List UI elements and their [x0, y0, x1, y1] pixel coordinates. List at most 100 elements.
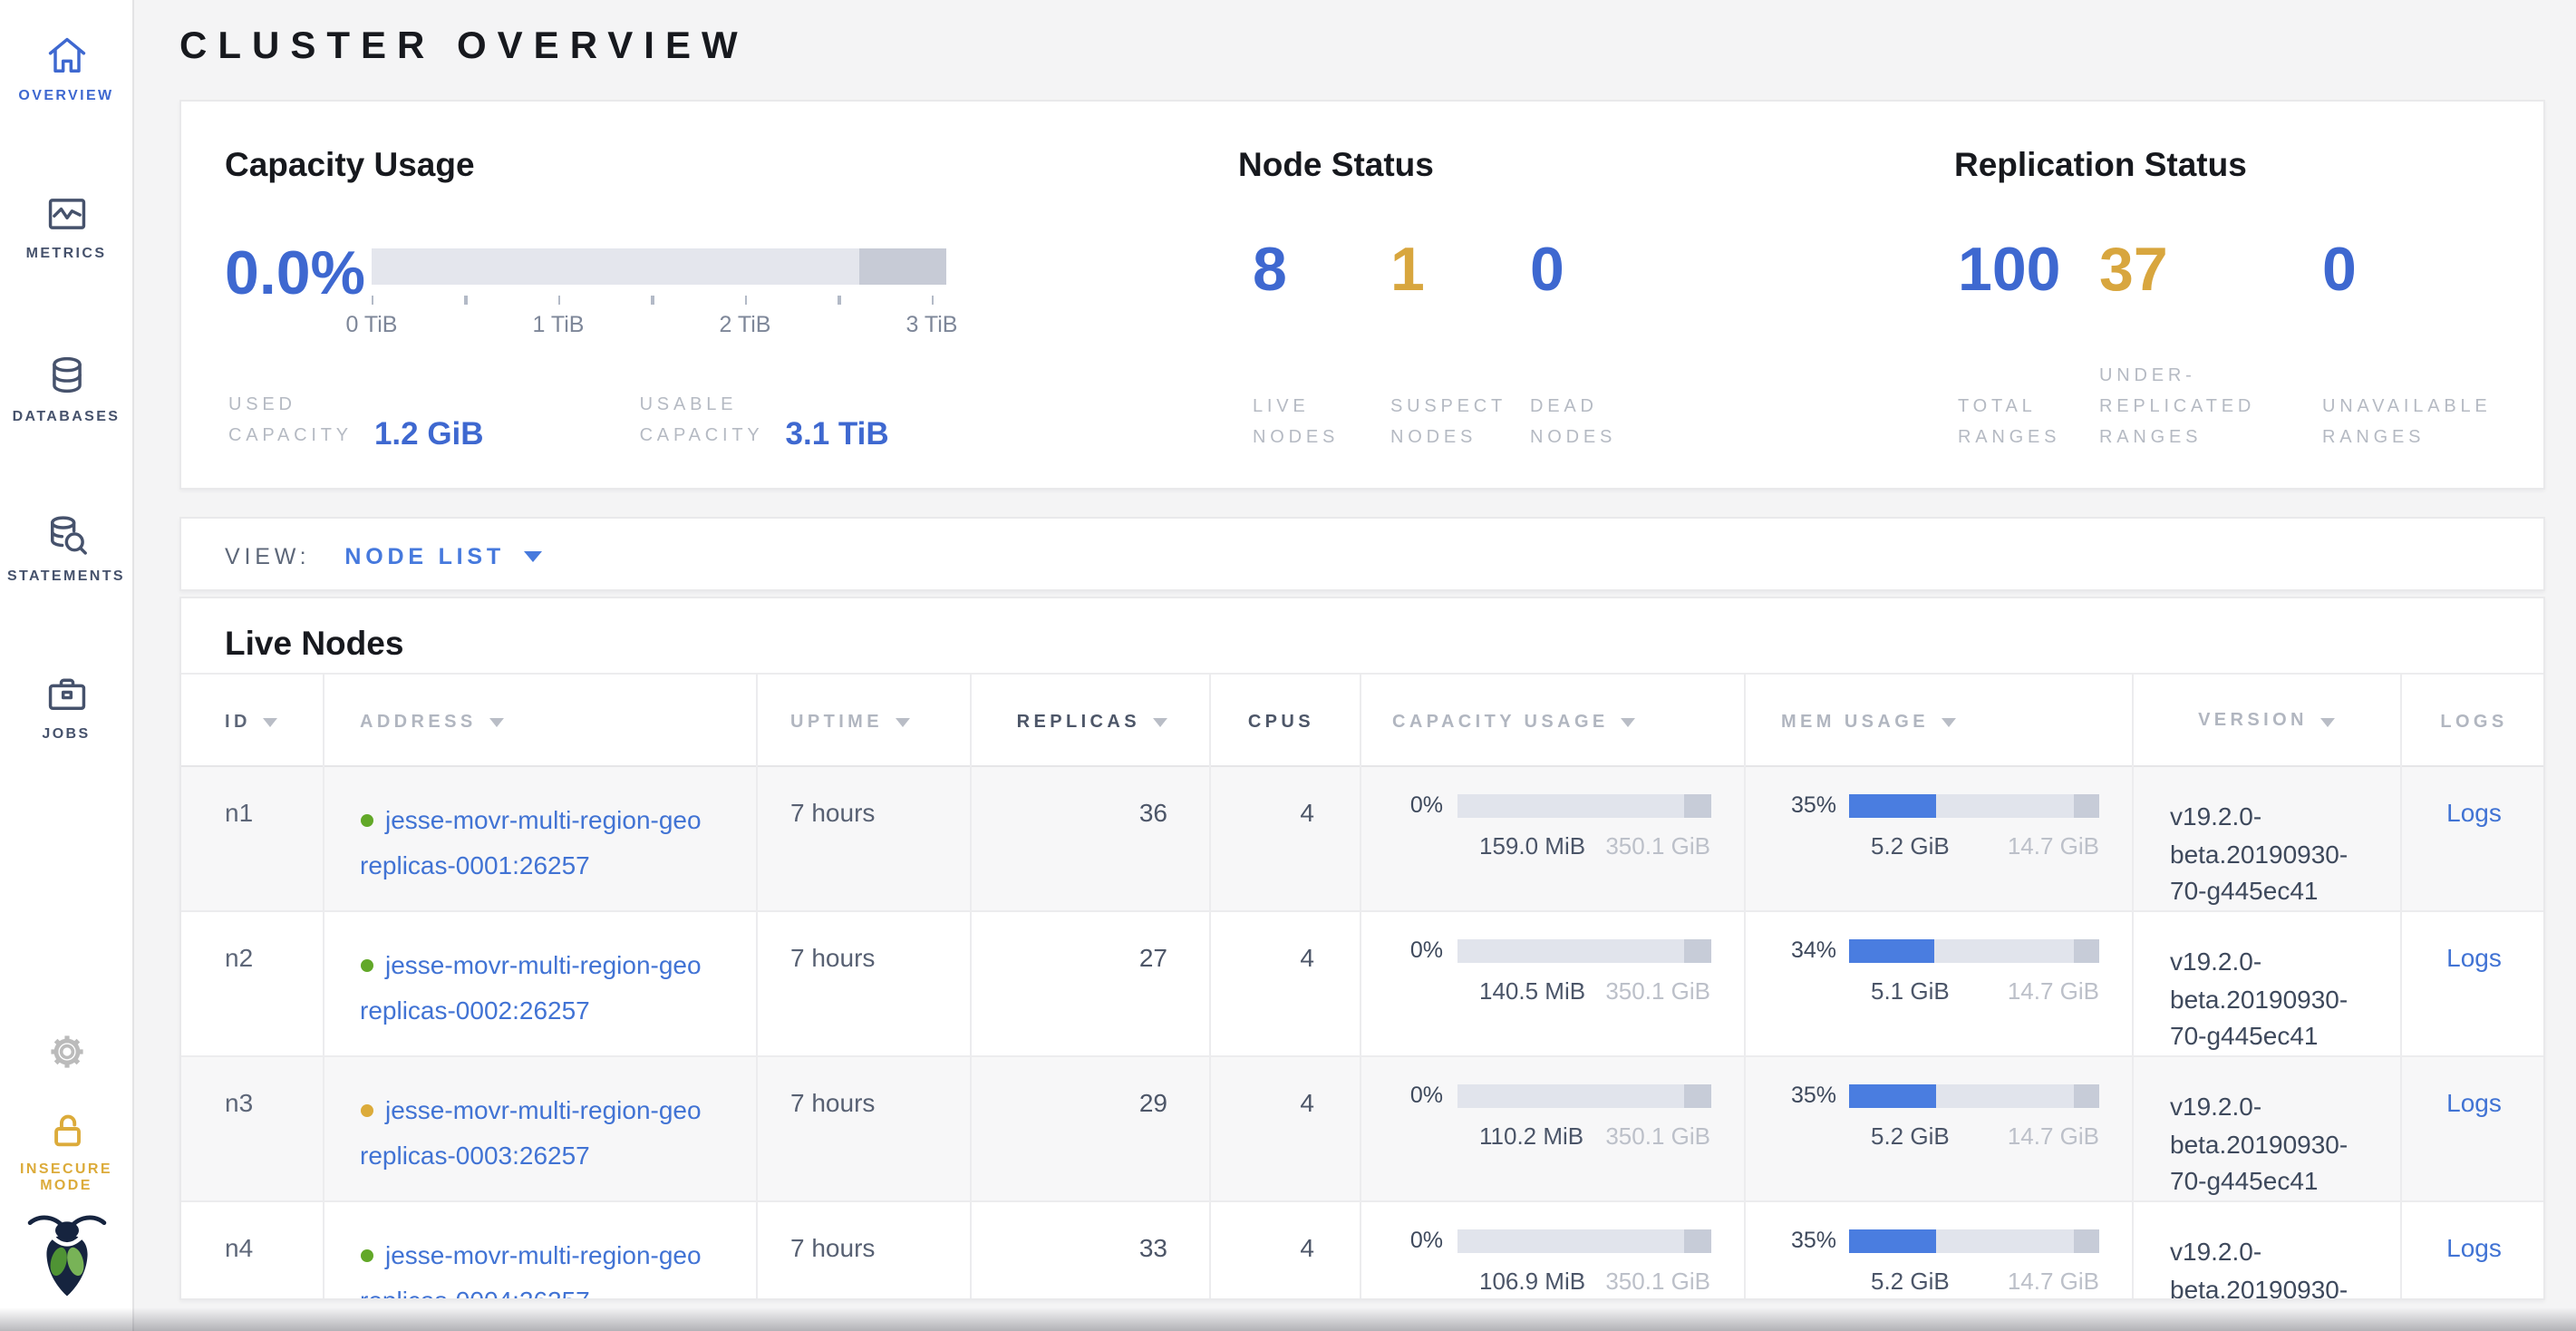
logs-link[interactable]: Logs [2446, 1233, 2502, 1262]
under-replicated-count: 37 [2099, 236, 2168, 305]
node-address-link[interactable]: jesse-movr-multi-region-geo replicas-000… [360, 1095, 702, 1169]
column-header-address[interactable]: ADDRESS [324, 675, 758, 769]
node-status-dot [360, 1104, 373, 1117]
gear-icon [50, 1035, 82, 1068]
view-selector-dropdown[interactable]: NODE LIST [344, 543, 543, 568]
node-cpus: 4 [1211, 767, 1361, 912]
node-id: n2 [181, 912, 324, 1057]
sidebar-item-label: DATABASES [12, 408, 121, 424]
node-id: n1 [181, 767, 324, 912]
unavailable-ranges-stat: 0 [2322, 239, 2357, 301]
node-address-cell: jesse-movr-multi-region-geo replicas-000… [324, 1202, 758, 1300]
axis-tick [557, 296, 560, 305]
sidebar-item-databases[interactable]: DATABASES [0, 352, 132, 424]
node-status-dot [360, 814, 373, 827]
column-header-mem-usage[interactable]: MEM USAGE [1745, 675, 2134, 769]
live-nodes-label: LIVE NODES [1253, 397, 1340, 448]
sidebar-insecure-mode[interactable]: INSECURE MODE [0, 1106, 132, 1193]
replication-status-title: Replication Status [1954, 145, 2247, 183]
live-nodes-title: Live Nodes [225, 624, 404, 662]
axis-tick-label: 2 TiB [719, 312, 771, 337]
chevron-down-icon [524, 550, 543, 561]
column-header-id[interactable]: ID [181, 675, 324, 769]
node-uptime: 7 hours [758, 912, 972, 1057]
logs-link[interactable]: Logs [2446, 798, 2502, 827]
logs-link[interactable]: Logs [2446, 943, 2502, 972]
node-replicas: 33 [972, 1202, 1211, 1298]
node-address-link[interactable]: jesse-movr-multi-region-geo replicas-000… [360, 950, 702, 1024]
cockroachdb-logo-icon [26, 1215, 106, 1297]
live-nodes-stat: 8 [1253, 239, 1287, 301]
column-header-version[interactable]: VERSION [2134, 675, 2401, 769]
column-header-capacity-usage[interactable]: CAPACITY USAGE [1361, 675, 1745, 769]
capacity-meter [1457, 1083, 1710, 1107]
node-address-link[interactable]: jesse-movr-multi-region-geo replicas-000… [360, 1240, 702, 1300]
memory-meter [1849, 1229, 2099, 1252]
open-lock-icon [53, 1114, 80, 1147]
sort-arrow-icon [2319, 717, 2335, 726]
sidebar-item-jobs[interactable]: JOBS [0, 671, 132, 742]
node-mem-usage: 35% 5.2 GiB 14.7 GiB [1745, 1057, 2134, 1202]
capacity-bar-reserved-segment [858, 248, 945, 285]
used-capacity-stat: USED CAPACITY 1.2 GiB [228, 390, 484, 452]
sidebar-item-metrics[interactable]: METRICS [0, 192, 132, 261]
sidebar-item-statements[interactable]: STATEMENTS [0, 511, 132, 584]
insecure-mode-label: INSECURE MODE [20, 1161, 112, 1193]
unavailable-ranges-label: UNAVAILABLE RANGES [2322, 397, 2492, 448]
column-header-replicas[interactable]: REPLICAS [972, 675, 1211, 769]
node-uptime: 7 hours [758, 767, 972, 912]
sort-arrow-icon [263, 717, 278, 726]
node-capacity-usage: 0% 140.5 MiB 350.1 GiB [1361, 912, 1745, 1057]
capacity-used-percent: 0.0% [225, 239, 365, 308]
node-replicas: 27 [972, 912, 1211, 1057]
metrics-chart-icon [47, 199, 85, 229]
capacity-meter [1457, 1229, 1710, 1252]
usable-capacity-stat: USABLE CAPACITY 3.1 TiB [640, 390, 889, 452]
sidebar-settings[interactable] [0, 1030, 132, 1083]
briefcase-icon [47, 678, 85, 710]
node-address-link[interactable]: jesse-movr-multi-region-geo replicas-000… [360, 805, 702, 879]
summary-card: Capacity Usage 0.0% 0 TiB 1 TiB 2 TiB 3 … [179, 100, 2545, 490]
sidebar-item-label: JOBS [42, 725, 91, 742]
page-title: CLUSTER OVERVIEW [179, 25, 749, 67]
logs-link[interactable]: Logs [2446, 1088, 2502, 1117]
dead-nodes-stat: 0 [1530, 239, 1564, 301]
memory-meter [1849, 1083, 2099, 1107]
sidebar-item-overview[interactable]: OVERVIEW [0, 34, 132, 103]
dead-nodes-label: DEAD NODES [1530, 397, 1617, 448]
table-row-n1: n1 jesse-movr-multi-region-geo replicas-… [181, 767, 2543, 912]
axis-tick [464, 296, 467, 305]
dead-nodes-count: 0 [1530, 236, 1564, 305]
axis-tick [838, 296, 840, 305]
axis-tick-label: 1 TiB [532, 312, 585, 337]
node-address-cell: jesse-movr-multi-region-geo replicas-000… [324, 912, 758, 1057]
live-nodes-card: Live Nodes ID ADDRESS UPTIME REPLICAS CP… [179, 597, 2545, 1300]
node-logs-cell: Logs [2401, 767, 2543, 912]
axis-tick [651, 296, 654, 305]
node-address-cell: jesse-movr-multi-region-geo replicas-000… [324, 1057, 758, 1202]
sidebar-logo[interactable] [0, 1208, 132, 1311]
node-capacity-usage: 0% 159.0 MiB 350.1 GiB [1361, 767, 1745, 912]
node-version: v19.2.0-beta.20190930-70-g445ec41 [2134, 912, 2401, 1057]
column-header-cpus: CPUS [1211, 675, 1361, 769]
viewport-bottom-shadow [0, 1307, 2576, 1331]
column-header-logs: LOGS [2440, 712, 2508, 732]
total-ranges-label: TOTAL RANGES [1958, 397, 2061, 448]
axis-tick [371, 296, 373, 305]
node-uptime: 7 hours [758, 1202, 972, 1298]
node-id: n4 [181, 1202, 324, 1298]
node-status-dot [360, 1249, 373, 1262]
home-icon [47, 37, 85, 73]
column-header-uptime[interactable]: UPTIME [758, 675, 972, 769]
sidebar-item-label: METRICS [25, 245, 107, 261]
node-logs-cell: Logs [2401, 1202, 2543, 1298]
sort-arrow-icon [895, 717, 910, 726]
axis-tick [744, 296, 747, 305]
node-mem-usage: 34% 5.1 GiB 14.7 GiB [1745, 912, 2134, 1057]
node-cpus: 4 [1211, 912, 1361, 1057]
sidebar-item-label: OVERVIEW [18, 87, 114, 103]
sidebar-item-label: STATEMENTS [6, 568, 126, 584]
unavailable-ranges-count: 0 [2322, 236, 2357, 305]
total-ranges-count: 100 [1958, 236, 2061, 305]
node-status-title: Node Status [1238, 145, 1434, 183]
